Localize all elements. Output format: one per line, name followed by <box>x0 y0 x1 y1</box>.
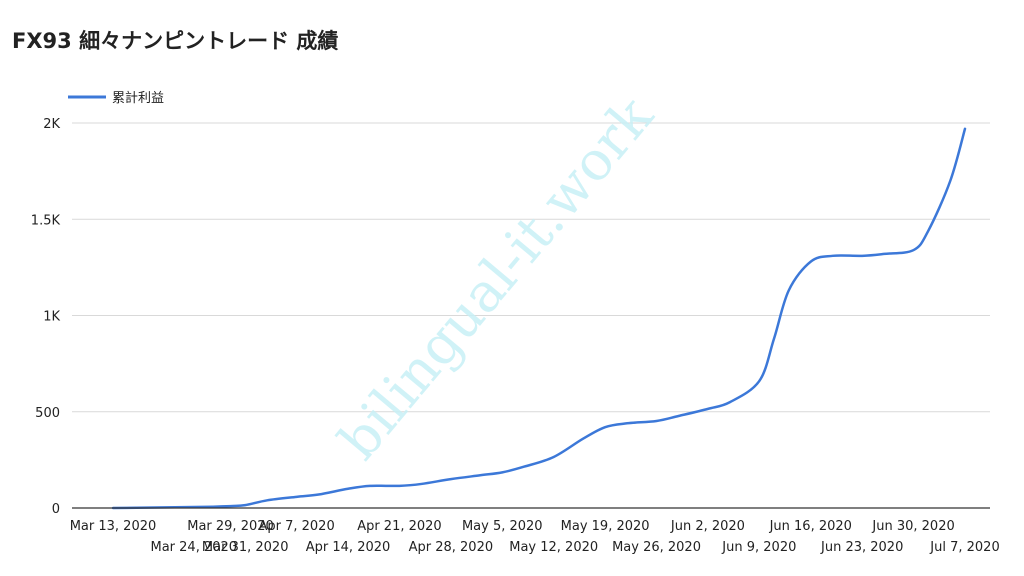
y-tick-label: 500 <box>35 406 60 421</box>
x-tick-label: Jun 9, 2020 <box>721 540 796 555</box>
x-tick-label: Mar 13, 2020 <box>70 519 157 534</box>
x-tick-label: May 19, 2020 <box>561 519 650 534</box>
x-tick-label: Apr 14, 2020 <box>306 540 391 555</box>
x-tick-label: Jun 23, 2020 <box>820 540 903 555</box>
y-tick-label: 1K <box>43 310 60 325</box>
legend-label: 累計利益 <box>112 90 164 106</box>
x-tick-label: Apr 21, 2020 <box>357 519 442 534</box>
chart-title: FX93 細々ナンピントレード 成績 <box>12 29 338 53</box>
x-tick-label: Mar 29, 2020 <box>187 519 274 534</box>
y-tick-label: 1.5K <box>31 213 61 228</box>
x-axis-ticks: Mar 13, 2020 Mar 24, 2020 Mar 29, 2020 Mar … <box>70 519 1000 555</box>
x-tick-label: Jun 30, 2020 <box>871 519 954 534</box>
series-layer <box>111 127 967 510</box>
y-tick-label: 0 <box>52 502 60 517</box>
x-tick-label: May 12, 2020 <box>509 540 598 555</box>
x-tick-label: May 26, 2020 <box>612 540 701 555</box>
x-tick-label: Mar 31, 2020 <box>202 540 289 555</box>
y-tick-label: 2K <box>43 117 60 132</box>
y-axis-ticks: 0 500 1K 1.5K 2K <box>31 117 61 517</box>
gridlines <box>72 122 990 413</box>
x-tick-label: Apr 28, 2020 <box>409 540 494 555</box>
x-tick-label: Jun 2, 2020 <box>670 519 745 534</box>
series-line <box>111 127 967 510</box>
x-tick-label: Mar 24, 2020 <box>151 540 238 555</box>
legend: 累計利益 <box>68 90 164 106</box>
x-tick-label: Jun 16, 2020 <box>769 519 852 534</box>
watermark-text: bilingual-it.work <box>327 84 666 471</box>
x-tick-label: Jul 7, 2020 <box>929 540 999 555</box>
x-tick-label: Apr 7, 2020 <box>258 519 334 534</box>
x-tick-label: May 5, 2020 <box>462 519 543 534</box>
